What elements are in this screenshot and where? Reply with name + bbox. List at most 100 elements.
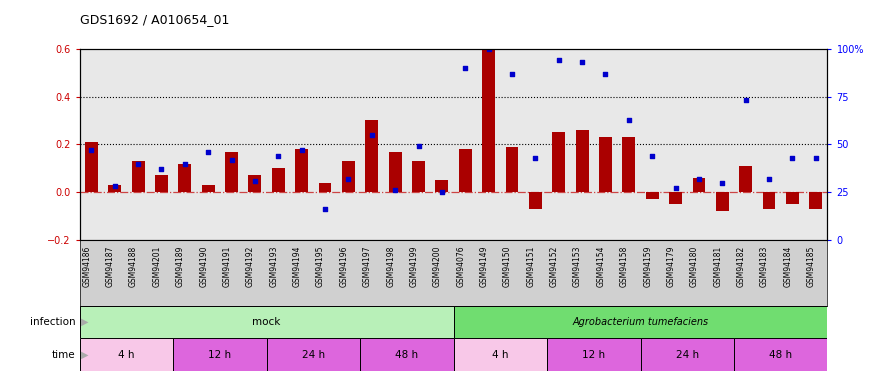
Text: GSM94187: GSM94187 <box>105 245 115 286</box>
Bar <box>739 166 752 192</box>
Point <box>225 157 239 163</box>
Bar <box>435 180 449 192</box>
Bar <box>500 49 524 240</box>
Bar <box>290 49 313 240</box>
Bar <box>389 152 402 192</box>
Text: GSM94201: GSM94201 <box>152 245 161 286</box>
Bar <box>225 152 238 192</box>
Bar <box>454 339 547 371</box>
Point <box>785 155 799 161</box>
Bar <box>547 339 641 371</box>
Text: GSM94151: GSM94151 <box>527 245 535 286</box>
Bar <box>150 49 173 240</box>
Bar <box>571 49 594 240</box>
Bar <box>103 49 127 240</box>
Text: GSM94190: GSM94190 <box>199 245 208 287</box>
Point <box>435 189 449 195</box>
Point <box>388 188 402 194</box>
Text: GSM94076: GSM94076 <box>457 245 466 287</box>
Point <box>318 207 332 213</box>
Text: GDS1692 / A010654_01: GDS1692 / A010654_01 <box>80 13 229 26</box>
Point <box>154 166 168 172</box>
Bar <box>108 185 121 192</box>
Bar <box>202 185 214 192</box>
Bar <box>127 49 150 240</box>
Point <box>458 65 473 71</box>
Bar <box>80 339 173 371</box>
Bar <box>716 192 728 211</box>
Text: GSM94152: GSM94152 <box>550 245 558 286</box>
Bar <box>781 49 804 240</box>
Bar <box>313 49 336 240</box>
Bar <box>458 149 472 192</box>
Text: GSM94189: GSM94189 <box>176 245 185 286</box>
Bar <box>758 49 781 240</box>
Point <box>668 185 682 191</box>
Bar <box>622 137 635 192</box>
Bar <box>454 306 827 339</box>
Point <box>505 70 519 76</box>
Bar <box>155 176 168 192</box>
Text: ▶: ▶ <box>81 317 88 327</box>
Bar <box>734 49 758 240</box>
Text: GSM94149: GSM94149 <box>480 245 489 287</box>
Bar <box>529 192 542 209</box>
Bar <box>360 49 383 240</box>
Bar <box>342 161 355 192</box>
Text: GSM94195: GSM94195 <box>316 245 325 287</box>
Bar <box>594 49 617 240</box>
Point <box>481 46 496 52</box>
Text: 24 h: 24 h <box>675 350 699 360</box>
Bar <box>505 147 519 192</box>
Bar <box>296 149 308 192</box>
Bar <box>688 49 711 240</box>
Bar <box>412 161 425 192</box>
Point <box>131 160 145 166</box>
Bar <box>454 49 477 240</box>
Text: GSM94179: GSM94179 <box>666 245 675 287</box>
Bar <box>552 132 566 192</box>
Text: GSM94188: GSM94188 <box>129 245 138 286</box>
Point <box>739 98 753 104</box>
Text: GSM94158: GSM94158 <box>620 245 629 286</box>
Bar <box>407 49 430 240</box>
Bar <box>219 49 243 240</box>
Point <box>342 176 356 182</box>
Bar <box>366 120 378 192</box>
Text: GSM94197: GSM94197 <box>363 245 372 287</box>
Text: 12 h: 12 h <box>208 350 232 360</box>
Text: infection: infection <box>29 317 75 327</box>
Bar <box>430 49 454 240</box>
Bar <box>617 49 641 240</box>
Bar <box>482 44 495 192</box>
Point <box>412 143 426 149</box>
Text: GSM94193: GSM94193 <box>269 245 278 287</box>
Text: GSM94159: GSM94159 <box>643 245 652 287</box>
Bar <box>85 142 97 192</box>
Bar <box>599 137 612 192</box>
Point <box>108 183 122 189</box>
Bar <box>383 49 407 240</box>
Bar <box>646 192 658 200</box>
Text: GSM94153: GSM94153 <box>573 245 582 287</box>
Bar <box>266 49 290 240</box>
Text: GSM94182: GSM94182 <box>736 245 746 286</box>
Bar <box>763 192 775 209</box>
Point <box>528 155 543 161</box>
Bar <box>641 339 734 371</box>
Text: GSM94191: GSM94191 <box>222 245 232 286</box>
Text: GSM94154: GSM94154 <box>596 245 605 287</box>
Bar <box>664 49 688 240</box>
Bar <box>173 49 196 240</box>
Bar <box>524 49 547 240</box>
Text: Agrobacterium tumefaciens: Agrobacterium tumefaciens <box>573 317 709 327</box>
Point <box>645 153 659 159</box>
Bar <box>786 192 799 204</box>
Point <box>762 176 776 182</box>
Point <box>295 147 309 153</box>
Text: GSM94199: GSM94199 <box>410 245 419 287</box>
Point <box>622 117 636 123</box>
Bar <box>810 192 822 209</box>
Point <box>715 180 729 186</box>
Bar <box>272 168 285 192</box>
